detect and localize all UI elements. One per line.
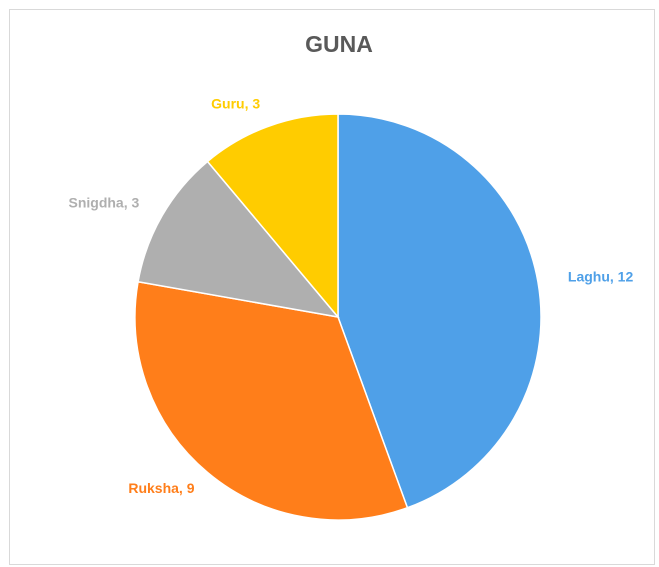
pie-slice-laghu [337,113,542,509]
pie-slice-ruksha [134,280,409,521]
data-label-ruksha: Ruksha, 9 [128,480,194,496]
data-label-laghu: Laghu, 12 [568,269,634,285]
pie-slice-guru [206,113,339,320]
pie-slice-snigdha [137,160,340,319]
chart-title: GUNA [305,31,373,57]
data-label-snigdha: Snigdha, 3 [69,194,140,210]
data-label-guru: Guru, 3 [211,95,260,111]
